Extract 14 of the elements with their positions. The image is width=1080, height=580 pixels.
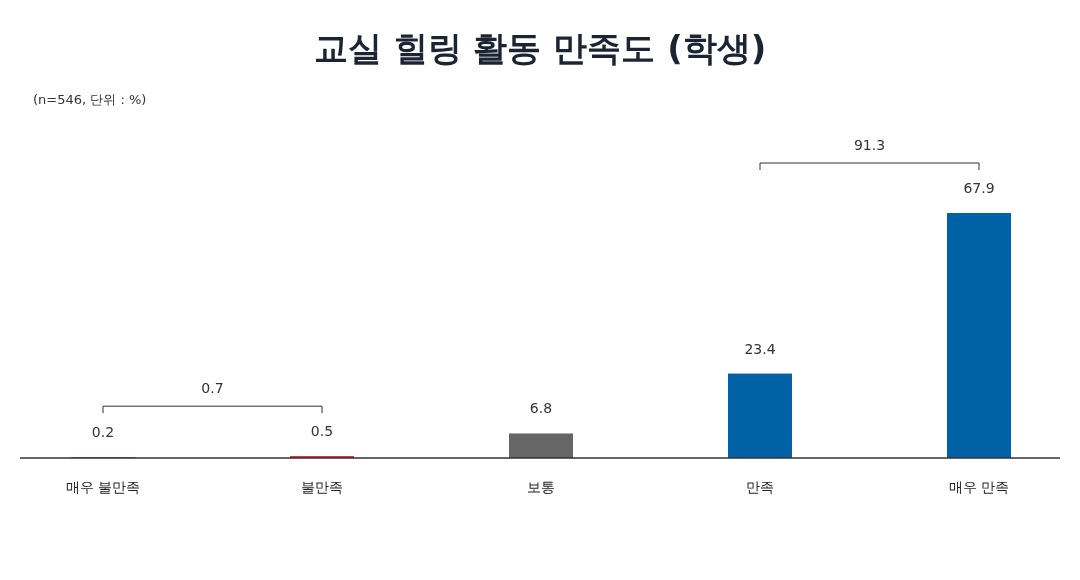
x-tick-label: 불만족 <box>301 479 343 495</box>
text: 91.3 <box>853 137 886 153</box>
chart-title: 교실 힐링 활동 만족도 (학생) <box>313 28 767 68</box>
data-label: 67.9 <box>963 180 995 196</box>
x-tick-label: 매우 불만족 <box>65 479 141 495</box>
data-label: 0.5 <box>310 423 334 440</box>
data-label: 23.4 <box>744 340 776 357</box>
annotation: 0.7 <box>201 380 224 397</box>
x-tick-label: 보통 <box>527 479 555 495</box>
x-tick-label: 매우 만족 <box>948 479 1010 495</box>
data-label: 6.8 <box>529 400 553 417</box>
x-tick-label: 만족 <box>746 479 774 495</box>
chart-subtitle: (n=546, 단위 : %) <box>33 92 147 107</box>
data-label: 0.2 <box>91 424 115 441</box>
